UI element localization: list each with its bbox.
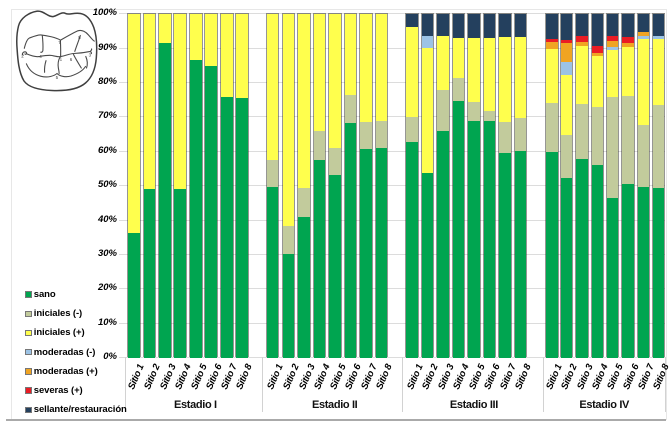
svg-text:6: 6 [70,57,73,62]
svg-text:3: 3 [89,53,92,58]
svg-text:4: 4 [39,54,42,59]
svg-text:7: 7 [58,40,61,45]
svg-text:8: 8 [78,35,81,40]
svg-text:2: 2 [21,54,24,59]
svg-text:1: 1 [60,57,63,62]
svg-text:5: 5 [56,75,59,80]
